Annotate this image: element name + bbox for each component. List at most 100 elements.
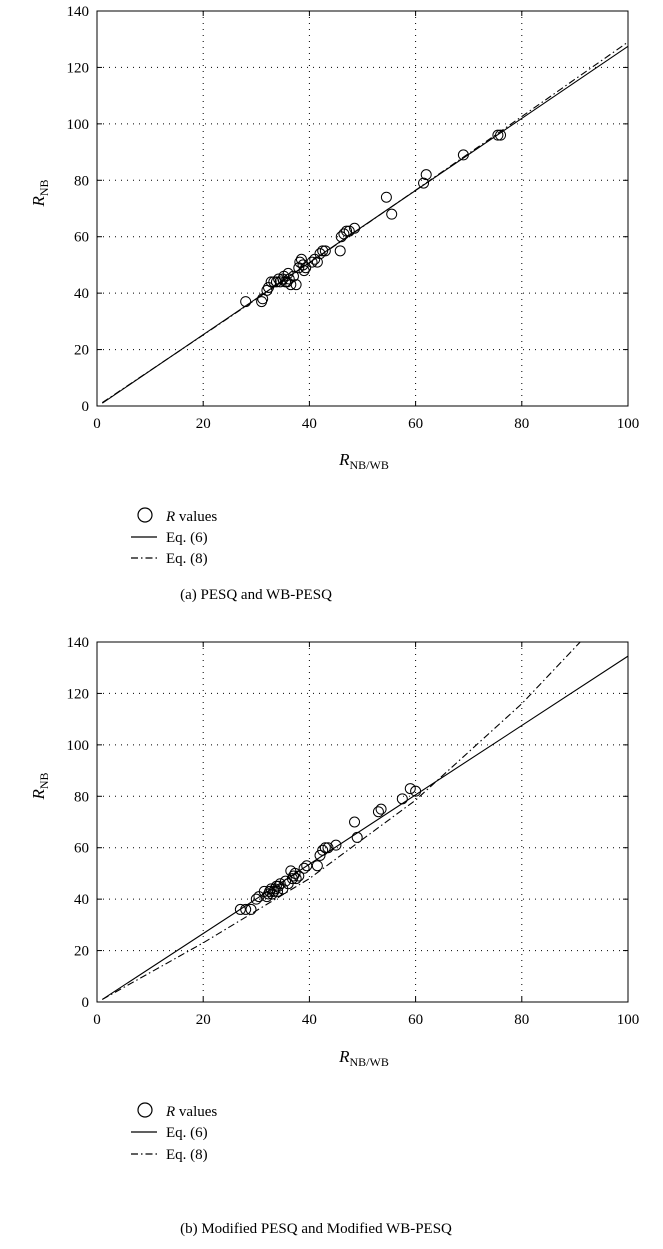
chart-a-xtick-label: 100 (617, 416, 640, 432)
chart-b-xtick-label: 20 (196, 1012, 211, 1028)
chart-a-data-point (492, 129, 504, 141)
chart-a-ticks: 0 20 40 60 80 100 0 20 40 60 80 100 120 140 (67, 4, 640, 432)
chart-a-data-point (341, 225, 353, 237)
chart-b-ticks: 0 20 40 60 80 100 0 20 40 60 80 100 120 140 (67, 635, 640, 1028)
chart-b-xtick-label: 0 (93, 1012, 101, 1028)
chart-b-xtick-label: 40 (302, 1012, 317, 1028)
chart-b-series (102, 641, 629, 1000)
chart-a-caption: (a) PESQ and WB-PESQ (180, 587, 332, 603)
legend-circle-icon (137, 1102, 153, 1118)
chart-b-legend-eq6-label: Eq. (6) (166, 1125, 208, 1141)
chart-b-ylabel-sub: NB (37, 772, 51, 789)
chart-a-ytick-label: 60 (74, 230, 89, 246)
chart-b-data-point (287, 870, 299, 882)
chart-a-plot-frame (96, 10, 629, 407)
chart-a-data-point (300, 262, 312, 274)
chart-b-ylabel: RNB (29, 772, 51, 800)
chart-a-ytick-label: 120 (67, 60, 90, 76)
chart-b-legend-item-points: R values (137, 1102, 217, 1120)
chart-b-grid (97, 642, 628, 1002)
chart-b-eq6-line (102, 655, 629, 1000)
chart-b-xlabel: RNB/WB (338, 1047, 389, 1069)
chart-a-ytick-label: 100 (67, 117, 90, 133)
chart-b-legend-points-label: R values (165, 1104, 217, 1120)
chart-b-data-point (265, 883, 277, 895)
chart-a-xlabel-main: R (338, 450, 350, 469)
chart-a-legend: R values Eq. (6) Eq. (8) (131, 507, 217, 567)
chart-a-legend-item-points: R values (137, 507, 217, 525)
chart-a-data-point (306, 256, 318, 268)
chart-b-data-point (301, 860, 313, 872)
chart-b-legend-points-italic: R (165, 1104, 175, 1120)
chart-b-data-point (330, 839, 342, 851)
chart-a-data-point (265, 276, 277, 288)
chart-a-xlabel: RNB/WB (338, 450, 389, 472)
chart-a-ytick-label: 0 (82, 399, 90, 415)
chart-a-legend-points-italic: R (165, 509, 175, 525)
chart-b-data-point (290, 873, 302, 885)
chart-a-legend-eq6-label: Eq. (6) (166, 530, 208, 546)
chart-b-legend-points-rest: values (175, 1104, 217, 1120)
chart-a-xtick-label: 80 (514, 416, 529, 432)
chart-a-xtick-label: 60 (408, 416, 423, 432)
chart-a-data-point (240, 296, 252, 308)
chart-a-xtick-label: 0 (93, 416, 101, 432)
chart-b-data-point (274, 878, 286, 890)
chart-a-xtick-label: 20 (196, 416, 211, 432)
chart-b-xtick-label: 80 (514, 1012, 529, 1028)
chart-b-data-point (349, 816, 361, 828)
chart-b-ytick-label: 40 (74, 892, 89, 908)
chart-a-data-point (334, 245, 346, 257)
chart-a-data-point (386, 208, 398, 220)
chart-a-ytick-label: 80 (74, 173, 89, 189)
chart-b-data-point (351, 831, 363, 843)
chart-b-legend-eq8-label: Eq. (8) (166, 1147, 208, 1163)
chart-b-xlabel-sub: NB/WB (350, 1055, 389, 1069)
chart-a-grid (97, 11, 628, 406)
chart-b-data-point (404, 783, 416, 795)
chart-b-legend-item-eq8: Eq. (8) (131, 1147, 208, 1163)
chart-b-data-point (250, 893, 262, 905)
chart-b-data-point (234, 903, 246, 915)
chart-b-ytick-label: 60 (74, 841, 89, 857)
chart-b-data-point (314, 849, 326, 861)
chart-a-legend-item-eq6: Eq. (6) (131, 530, 208, 546)
chart-a-eq8-line (102, 41, 629, 404)
legend-circle-icon (137, 507, 153, 523)
chart-a-data-point (380, 191, 392, 203)
chart-b-xtick-label: 100 (617, 1012, 640, 1028)
chart-b-ytick-label: 80 (74, 789, 89, 805)
chart-a-xlabel-sub: NB/WB (350, 458, 389, 472)
chart-b-legend: R values Eq. (6) Eq. (8) (131, 1102, 217, 1163)
chart-a-series (102, 41, 629, 404)
chart-b-caption: (b) Modified PESQ and Modified WB-PESQ (180, 1221, 452, 1237)
chart-a-legend-points-rest: values (175, 509, 217, 525)
chart-b-ytick-label: 100 (67, 738, 90, 754)
chart-b-data-point (298, 862, 310, 874)
chart-a-data-point (314, 248, 326, 260)
chart-a-eq6-line (102, 45, 629, 404)
chart-a-legend-item-eq8: Eq. (8) (131, 551, 208, 567)
chart-a-legend-eq8-label: Eq. (8) (166, 551, 208, 567)
chart-b-data-point (280, 875, 292, 887)
chart-a-data-point (418, 177, 430, 189)
chart-b-legend-item-eq6: Eq. (6) (131, 1125, 208, 1141)
chart-a-ylabel-sub: NB (37, 179, 51, 196)
chart-b-ytick-label: 20 (74, 944, 89, 960)
chart-b-data-point (272, 885, 284, 897)
chart-a-xtick-label: 40 (302, 416, 317, 432)
chart-b-plot-frame (96, 641, 629, 1003)
chart-a-legend-points-label: R values (165, 509, 217, 525)
chart-a-ylabel-main: R (29, 196, 48, 208)
chart-a-ytick-label: 40 (74, 286, 89, 302)
chart-a-data-point (319, 245, 331, 257)
chart-b-ytick-label: 0 (82, 995, 90, 1011)
chart-a-ytick-label: 20 (74, 343, 89, 359)
chart-b-eq8-line (102, 641, 581, 1000)
chart-b-ytick-label: 120 (67, 686, 90, 702)
chart-b-xlabel-main: R (338, 1047, 350, 1066)
chart-b-data-point (289, 867, 301, 879)
